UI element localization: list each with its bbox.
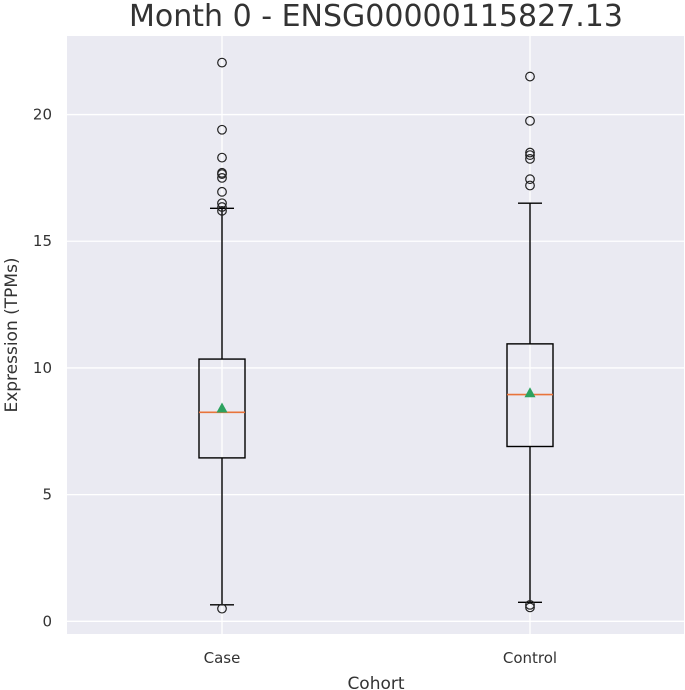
y-tick-label: 20 [33, 106, 52, 124]
outlier-point [217, 202, 227, 212]
axis-ticks: 0 5 10 15 20 Case Control [33, 106, 557, 667]
outlier-point [525, 602, 535, 613]
chart-title: Month 0 - ENSG00000115827.13 [129, 0, 623, 34]
outlier-point [525, 147, 535, 158]
box-case [198, 57, 246, 614]
boxes [198, 57, 554, 614]
y-tick-label: 10 [33, 359, 52, 377]
x-axis-label: Cohort [347, 674, 404, 690]
outlier-point [217, 124, 227, 135]
outlier-point [217, 57, 227, 68]
mean-marker [216, 402, 228, 413]
outlier-point [217, 186, 227, 197]
box-control [506, 71, 554, 613]
mean-marker [524, 387, 536, 398]
outlier-point [217, 205, 227, 216]
plot-area [67, 36, 684, 634]
y-tick-label: 15 [33, 232, 52, 250]
outlier-point [525, 115, 535, 126]
iqr-box [198, 358, 246, 459]
x-tick-label: Control [503, 649, 557, 667]
outlier-point [217, 172, 227, 183]
outlier-point [525, 180, 535, 191]
outlier-point [217, 198, 227, 209]
outlier-point [525, 153, 535, 164]
outlier-point [217, 152, 227, 163]
outlier-point [525, 150, 535, 160]
outlier-point [525, 599, 535, 610]
outlier-point [217, 167, 227, 178]
y-axis-label: Expression (TPMs) [2, 257, 22, 412]
outlier-point [525, 71, 535, 82]
x-tick-label: Case [204, 649, 241, 667]
outlier-point [525, 174, 535, 185]
outlier-point [217, 603, 227, 614]
y-tick-label: 0 [42, 612, 52, 630]
y-tick-label: 5 [42, 486, 52, 504]
